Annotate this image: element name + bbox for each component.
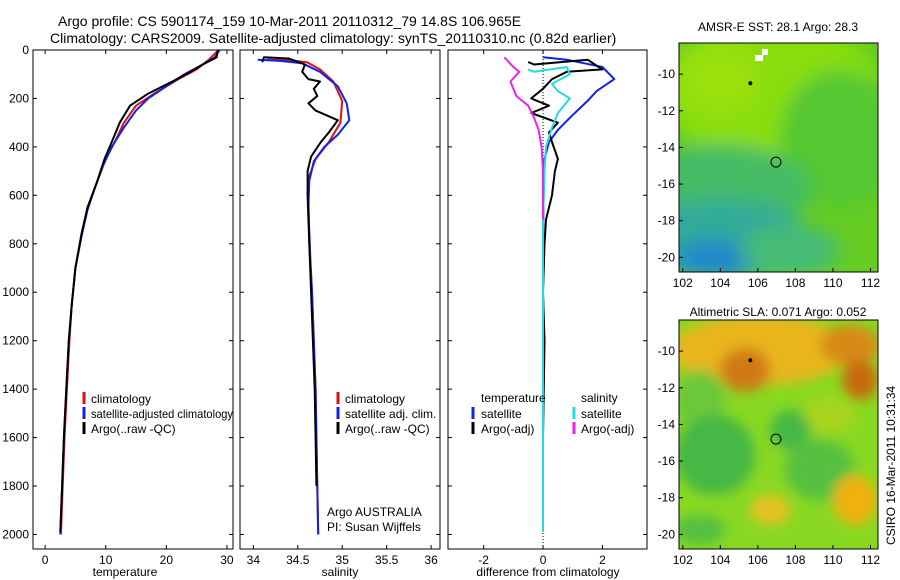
- depth-ytick-label: 0: [22, 43, 29, 57]
- difference-xtick-label: 2: [599, 553, 606, 567]
- temperature-axes-box: [32, 49, 234, 550]
- difference-xtick-label: -2: [478, 553, 489, 567]
- salinity-xtick-label: 34.5: [286, 553, 310, 567]
- sla_map-ytick-label: -20: [658, 527, 676, 541]
- depth-ytick-label: 1400: [2, 382, 29, 396]
- legend-label-sal-argo: Argo(-adj): [581, 422, 634, 436]
- difference-panel: -2 0 2 difference from climatology tempera…: [447, 49, 648, 579]
- sst_map-xtick-label: 104: [710, 276, 730, 290]
- legend-label-satellite: satellite-adjusted climatology: [91, 407, 233, 421]
- sst_map-ytick-label: -16: [658, 177, 676, 191]
- sst_map-ytick-label: -14: [658, 140, 676, 154]
- sst-map-panel: AMSR-E SST: 28.1 Argo: 28.3 102 104 106 108…: [658, 20, 881, 290]
- float-position-marker: [770, 433, 782, 445]
- depth-ytick-label: 1200: [2, 334, 29, 348]
- legend-label-climatology: climatology: [91, 392, 151, 406]
- sla_map-ytick-label: -12: [658, 381, 676, 395]
- depth-ytick-label: 800: [9, 237, 29, 251]
- sst_map-ytick-label: -20: [658, 250, 676, 264]
- depth-ytick-label: 400: [9, 140, 29, 154]
- legend-label-argo: Argo(..raw -QC): [91, 422, 176, 436]
- sst_map-ytick-label: -12: [658, 104, 676, 118]
- header-line1: Argo profile: CS 5901174_159 10-Mar-2011…: [58, 13, 521, 29]
- depth-ytick-label: 200: [9, 91, 29, 105]
- sla_map-xtick-label: 110: [823, 553, 842, 567]
- sla-map-panel: Altimetric SLA: 0.071 Argo: 0.052 102 104…: [658, 305, 881, 567]
- sla-map-field: [679, 320, 878, 549]
- legend-heading-temperature: temperature: [481, 391, 546, 405]
- sla_map-ytick-label: -10: [658, 344, 676, 358]
- salinity-annotation-country: Argo AUSTRALIA: [327, 505, 422, 519]
- sst_map-xtick-label: 108: [785, 276, 805, 290]
- salinity-xlabel: salinity: [322, 565, 359, 579]
- salinity-annotation-pi: PI: Susan Wijffels: [327, 520, 421, 534]
- legend-label-climatology: climatology: [345, 392, 405, 406]
- previous-position-marker: [748, 358, 753, 363]
- depth-ytick-label: 1800: [2, 479, 29, 493]
- sst_map-ytick-label: -18: [658, 214, 676, 228]
- sst-map-title: AMSR-E SST: 28.1 Argo: 28.3: [698, 20, 858, 34]
- salinity-xtick-label: 35: [336, 553, 350, 567]
- temperature-xtick-label: 10: [99, 553, 113, 567]
- legend-label-argo: Argo(..raw -QC): [345, 422, 430, 436]
- side-timestamp-label: CSIRO 16-Mar-2011 10:31:34: [884, 385, 898, 545]
- temperature-xlabel: temperature: [93, 565, 158, 579]
- depth-ytick-label: 2000: [2, 527, 29, 541]
- legend-heading-salinity: salinity: [581, 391, 618, 405]
- series-line-salinity-satellite: [527, 66, 571, 532]
- sla_map-xtick-label: 108: [785, 553, 805, 567]
- sla_map-ytick-label: -18: [658, 491, 676, 505]
- sla-map-frame: [678, 319, 879, 550]
- sst_map-xtick-label: 106: [748, 276, 768, 290]
- depth-ytick-label: 1000: [2, 285, 29, 299]
- temperature-xtick-label: 30: [220, 553, 234, 567]
- temperature-xtick-label: 20: [160, 553, 174, 567]
- legend-label-satellite: satellite adj. clim.: [345, 407, 436, 421]
- temperature-panel: 0 10 20 30 0 200 400 600 800 1000 1200 1400 1600 1800…: [2, 43, 234, 579]
- sst_map-xtick-label: 112: [861, 276, 880, 290]
- sla_map-ytick-label: -14: [658, 417, 676, 431]
- sst_map-xtick-label: 102: [673, 276, 693, 290]
- difference-legend: temperature satellite Argo(-adj) salinit…: [471, 391, 634, 436]
- salinity-xtick-label: 36: [424, 553, 438, 567]
- salinity-xtick-label: 35.5: [375, 553, 399, 567]
- depth-ytick-label: 600: [9, 188, 29, 202]
- difference-xtick-label: 0: [540, 553, 547, 567]
- legend-label-sal-satellite: satellite: [581, 407, 622, 421]
- sla_map-xtick-label: 112: [861, 553, 880, 567]
- legend-label-temp-argo: Argo(-adj): [481, 422, 534, 436]
- salinity-legend: climatology satellite adj. clim. Argo(..…: [336, 392, 436, 436]
- float-position-marker: [770, 156, 782, 168]
- legend-label-temp-satellite: satellite: [481, 407, 522, 421]
- sla_map-ytick-label: -16: [658, 454, 676, 468]
- difference-xlabel: difference from climatology: [476, 565, 619, 579]
- series-line-salinity-argo-adj-: [503, 56, 544, 220]
- temperature-xtick-label: 0: [42, 553, 49, 567]
- sla-map-title: Altimetric SLA: 0.071 Argo: 0.052: [690, 305, 867, 319]
- sla_map-xtick-label: 102: [673, 553, 693, 567]
- sst_map-xtick-label: 110: [823, 276, 842, 290]
- sst_map-ytick-label: -10: [658, 67, 676, 81]
- sst-map-field: [679, 43, 878, 272]
- sla_map-xtick-label: 106: [748, 553, 768, 567]
- salinity-xtick-label: 34: [247, 553, 261, 567]
- series-line-argo-raw-qc-: [261, 56, 339, 487]
- temperature-legend: climatology satellite-adjusted climatolo…: [82, 392, 233, 436]
- sla_map-xtick-label: 104: [710, 553, 730, 567]
- difference-axes-box: [447, 49, 648, 550]
- depth-ytick-label: 1600: [2, 431, 29, 445]
- salinity-panel: 34 34.5 35 35.5 36 salinity climatology sate…: [239, 49, 441, 579]
- sst-map-frame: [678, 42, 879, 273]
- header-line2: Climatology: CARS2009. Satellite-adjuste…: [50, 30, 616, 46]
- series-line-argo-raw-qc-: [59, 50, 219, 533]
- previous-position-marker: [748, 81, 753, 86]
